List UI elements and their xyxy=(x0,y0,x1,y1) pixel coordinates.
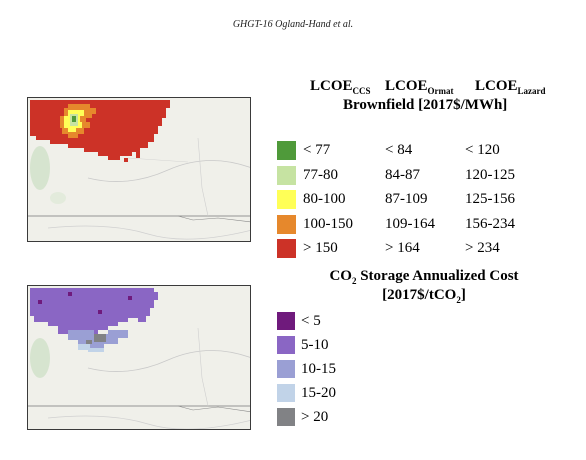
storage-legend-label: > 20 xyxy=(301,409,329,425)
lcoe-legend-swatch xyxy=(277,190,296,209)
lcoe-legend-swatch xyxy=(277,239,296,258)
lcoe-ormat-range: 109-164 xyxy=(385,215,435,232)
storage-legend-swatch xyxy=(277,360,295,378)
storage-legend-label: 5-10 xyxy=(301,337,329,353)
lcoe-green-region xyxy=(72,116,76,122)
running-header: GHGT-16 Ogland-Hand et al. xyxy=(232,19,354,30)
lcoe-lazard-range: 156-234 xyxy=(465,215,515,232)
lcoe-ccs-range: 80-100 xyxy=(303,191,346,207)
lcoe-map xyxy=(27,97,251,242)
storage-legend-units: [2017$/tCO2] xyxy=(382,287,466,305)
lcoe-ormat-heading: LCOEOrmat xyxy=(385,78,454,96)
lcoe-legend-swatch xyxy=(277,214,296,234)
lcoe-legend-swatch xyxy=(277,141,296,160)
storage-legend-title: CO2 Storage Annualized Cost xyxy=(329,268,519,286)
lcoe-ccs-range: 100-150 xyxy=(303,215,353,232)
lcoe-ormat-range: < 84 xyxy=(385,142,413,158)
storage-darkpurple-spot xyxy=(128,296,132,300)
storage-legend-label: 15-20 xyxy=(301,385,336,401)
lcoe-ccs-range: 77-80 xyxy=(303,166,338,183)
storage-legend-label: 10-15 xyxy=(301,361,336,377)
lcoe-lazard-range: 125-156 xyxy=(465,191,515,207)
storage-legend-swatch xyxy=(277,336,295,354)
storage-cost-map xyxy=(27,285,251,430)
storage-legend-swatch xyxy=(277,312,295,330)
lcoe-units-subtitle: Brownfield [2017$/MWh] xyxy=(343,97,508,113)
storage-legend-label: < 5 xyxy=(301,313,321,329)
storage-purple-region xyxy=(30,288,158,338)
lcoe-lazard-range: > 234 xyxy=(465,240,500,256)
storage-darkpurple-spot xyxy=(38,300,42,304)
storage-grey-region xyxy=(86,340,92,344)
lcoe-lazard-heading: LCOELazard xyxy=(475,78,546,96)
storage-grey-region xyxy=(94,334,106,342)
lcoe-lazard-range: 120-125 xyxy=(465,166,515,183)
storage-lightblue-region xyxy=(78,344,104,352)
lcoe-legend-swatch xyxy=(277,165,296,185)
storage-darkpurple-spot xyxy=(98,310,102,314)
lcoe-ormat-range: 84-87 xyxy=(385,166,420,183)
lcoe-ormat-range: 87-109 xyxy=(385,191,428,207)
lcoe-lazard-range: < 120 xyxy=(465,142,500,158)
storage-darkpurple-spot xyxy=(68,292,72,296)
lcoe-ccs-range: < 77 xyxy=(303,142,331,158)
lcoe-ccs-heading: LCOECCS xyxy=(310,78,371,96)
lcoe-ormat-range: > 164 xyxy=(385,240,420,256)
storage-legend-swatch xyxy=(277,384,295,402)
storage-legend-swatch xyxy=(277,408,295,426)
lcoe-ccs-range: > 150 xyxy=(303,240,338,256)
